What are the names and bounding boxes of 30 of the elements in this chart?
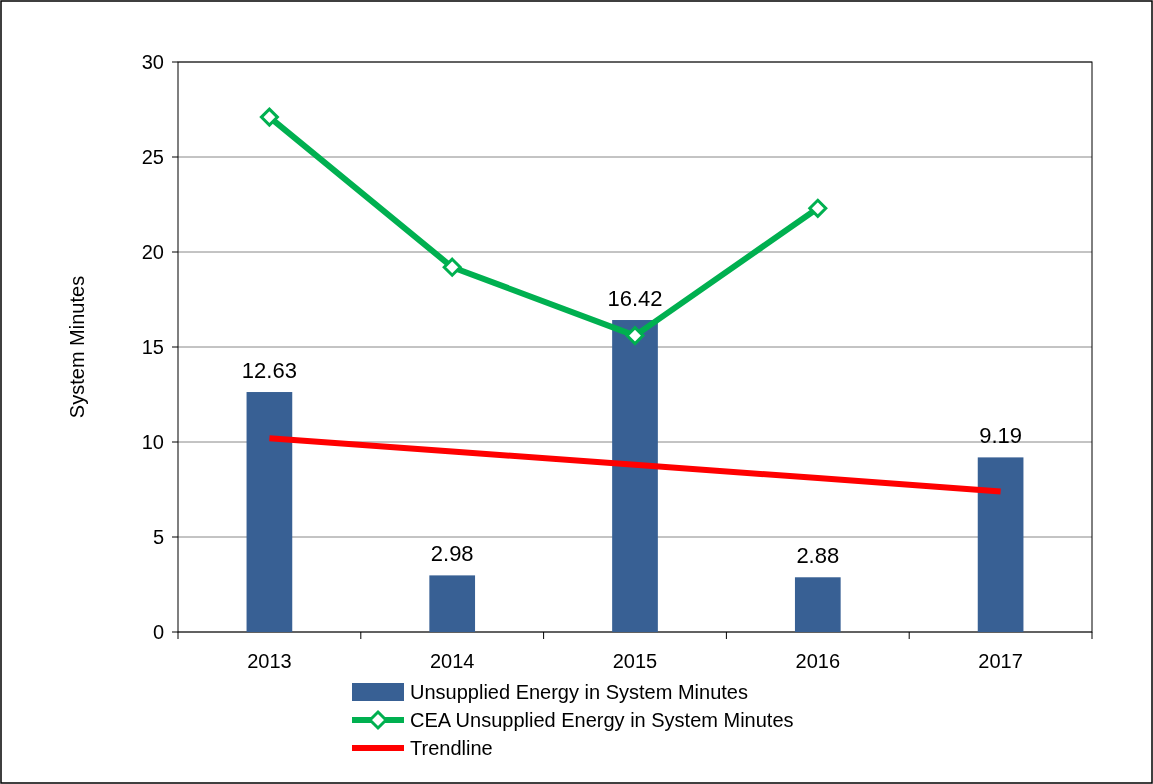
x-tick-label: 2017 — [978, 650, 1023, 672]
bar — [429, 575, 476, 632]
data-label: 2.98 — [430, 541, 474, 567]
point — [442, 257, 462, 277]
bar — [612, 320, 658, 632]
y-tick-label: 10 — [141, 431, 164, 453]
bar — [794, 577, 841, 632]
y-tick-label: 15 — [141, 336, 164, 358]
x-tick-label: 2014 — [429, 650, 475, 672]
y-tick-label: 25 — [141, 146, 164, 168]
y-tick-label: 5 — [152, 526, 164, 548]
bar — [246, 392, 293, 632]
legend-label: Trendline — [410, 737, 493, 759]
y-tick-label: 0 — [152, 621, 164, 643]
data-label: 2.88 — [796, 543, 840, 569]
x-tick-label: 2016 — [795, 650, 841, 672]
data-label: 16.42 — [607, 286, 663, 312]
y-tick-label: 30 — [141, 51, 164, 73]
y-axis-title: System Minutes — [66, 275, 88, 419]
legend-label: Unsupplied Energy in System Minutes — [410, 681, 748, 703]
y-tick-label: 20 — [141, 241, 164, 263]
bar — [977, 457, 1024, 632]
legend-label: CEA Unsupplied Energy in System Minutes — [410, 709, 794, 731]
point — [808, 198, 828, 218]
data-label: 12.63 — [241, 358, 297, 384]
data-label: 9.19 — [979, 423, 1023, 449]
x-tick-label: 2013 — [247, 650, 292, 672]
point — [625, 326, 645, 346]
point — [259, 107, 279, 127]
x-tick-label: 2015 — [612, 650, 658, 672]
